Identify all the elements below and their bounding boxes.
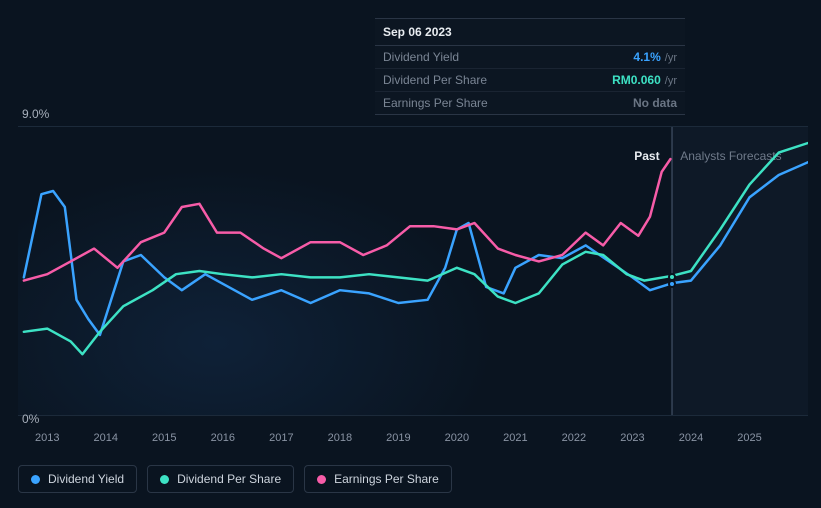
xaxis-tick: 2024 bbox=[679, 432, 703, 444]
series-marker bbox=[668, 280, 676, 288]
series-marker bbox=[668, 273, 676, 281]
tooltip-row-label: Earnings Per Share bbox=[383, 96, 633, 110]
legend-item[interactable]: Dividend Yield bbox=[18, 465, 137, 493]
legend-item[interactable]: Dividend Per Share bbox=[147, 465, 294, 493]
xaxis: 2013 2014 2015 2016 2017 2018 2019 2020 2021 2022… bbox=[18, 432, 808, 452]
xaxis-tick: 2023 bbox=[620, 432, 644, 444]
series-line bbox=[24, 162, 808, 335]
chart-container: 9.0% Past Analysts Forecasts 0% bbox=[18, 108, 808, 428]
tooltip-row-value: RM0.060/yr bbox=[612, 73, 677, 87]
hover-tooltip: Sep 06 2023 Dividend Yield4.1%/yrDividen… bbox=[375, 18, 685, 115]
legend-dot-icon bbox=[31, 475, 40, 484]
xaxis-tick: 2017 bbox=[269, 432, 293, 444]
tooltip-row-value: 4.1%/yr bbox=[633, 50, 677, 64]
xaxis-tick: 2025 bbox=[737, 432, 761, 444]
tooltip-row: Dividend Yield4.1%/yr bbox=[375, 46, 685, 69]
xaxis-tick: 2014 bbox=[94, 432, 118, 444]
legend-label: Dividend Per Share bbox=[177, 472, 281, 486]
plot-area[interactable]: Past Analysts Forecasts bbox=[18, 126, 808, 416]
legend-dot-icon bbox=[160, 475, 169, 484]
xaxis-tick: 2020 bbox=[445, 432, 469, 444]
xaxis-tick: 2016 bbox=[211, 432, 235, 444]
legend-item[interactable]: Earnings Per Share bbox=[304, 465, 452, 493]
tooltip-row: Dividend Per ShareRM0.060/yr bbox=[375, 69, 685, 92]
tooltip-row-value: No data bbox=[633, 96, 677, 110]
xaxis-tick: 2018 bbox=[328, 432, 352, 444]
legend: Dividend Yield Dividend Per Share Earnings… bbox=[18, 465, 452, 493]
tooltip-row-label: Dividend Yield bbox=[383, 50, 633, 64]
tooltip-row: Earnings Per ShareNo data bbox=[375, 92, 685, 115]
yaxis-max-label: 9.0% bbox=[22, 107, 49, 121]
lines-svg bbox=[18, 127, 808, 415]
series-line bbox=[24, 143, 808, 354]
xaxis-tick: 2015 bbox=[152, 432, 176, 444]
series-line bbox=[24, 159, 671, 281]
xaxis-tick: 2021 bbox=[503, 432, 527, 444]
tooltip-row-label: Dividend Per Share bbox=[383, 73, 612, 87]
xaxis-tick: 2013 bbox=[35, 432, 59, 444]
tooltip-date: Sep 06 2023 bbox=[375, 19, 685, 46]
xaxis-tick: 2022 bbox=[562, 432, 586, 444]
legend-label: Earnings Per Share bbox=[334, 472, 439, 486]
legend-dot-icon bbox=[317, 475, 326, 484]
legend-label: Dividend Yield bbox=[48, 472, 124, 486]
yaxis-min-label: 0% bbox=[22, 412, 39, 426]
xaxis-tick: 2019 bbox=[386, 432, 410, 444]
